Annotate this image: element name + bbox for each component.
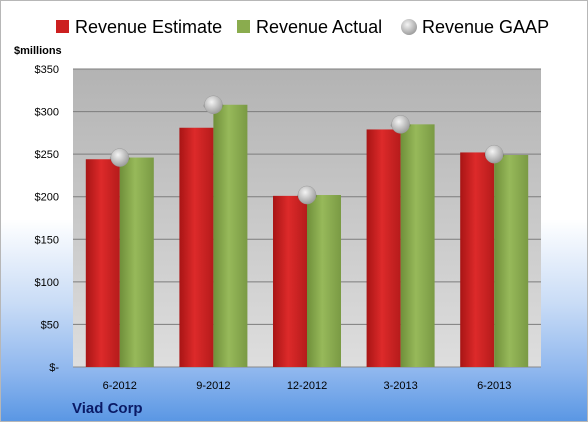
bar-revenue-actual [213, 104, 248, 367]
y-axis-ticks: $- $50 $100 $150 $200 $250 $300 $350 [35, 64, 60, 374]
bars [85, 104, 529, 368]
bar-revenue-estimate [179, 127, 214, 368]
y-tick-label: $150 [35, 234, 59, 246]
x-tick-label: 6-2013 [477, 380, 511, 392]
y-tick-label: $100 [35, 277, 59, 289]
x-tick-label: 12-2012 [287, 380, 327, 392]
bar-revenue-estimate [460, 152, 495, 367]
gaap-markers [109, 95, 505, 205]
legend-label-actual: Revenue Actual [256, 17, 382, 37]
bar-revenue-actual [307, 195, 341, 367]
bar-revenue-actual [400, 124, 435, 367]
legend-label-gaap: Revenue GAAP [422, 17, 549, 37]
y-tick-label: $350 [35, 64, 59, 76]
x-axis-ticks: 6-2012 9-2012 12-2012 3-2013 6-2013 [103, 380, 512, 392]
bar-revenue-estimate [273, 195, 307, 367]
gaap-marker [484, 144, 504, 164]
bar-revenue-estimate [366, 129, 401, 367]
y-tick-label: $250 [35, 149, 59, 161]
legend-label-estimate: Revenue Estimate [75, 17, 222, 37]
gaap-marker [110, 148, 130, 167]
x-tick-label: 9-2012 [196, 380, 230, 392]
x-tick-label: 3-2013 [383, 380, 417, 392]
y-tick-label: $200 [35, 192, 59, 204]
x-tick-label: 6-2012 [103, 380, 137, 392]
bar-revenue-estimate [85, 159, 120, 367]
y-tick-label: $- [49, 362, 59, 374]
y-tick-label: $50 [41, 319, 59, 331]
bar-revenue-actual [494, 154, 529, 367]
gaap-marker [391, 115, 410, 134]
bar-revenue-actual [119, 157, 154, 367]
company-name: Viad Corp [72, 400, 143, 417]
legend-marker-gaap [401, 19, 417, 35]
gaap-marker [297, 185, 317, 205]
legend-swatch-actual [237, 20, 250, 33]
y-axis-unit-label: $millions [14, 45, 62, 57]
legend-swatch-estimate [56, 20, 69, 33]
y-tick-label: $300 [35, 107, 59, 119]
legend: Revenue Estimate Revenue Actual Revenue … [56, 17, 549, 37]
gaap-marker [204, 95, 223, 115]
